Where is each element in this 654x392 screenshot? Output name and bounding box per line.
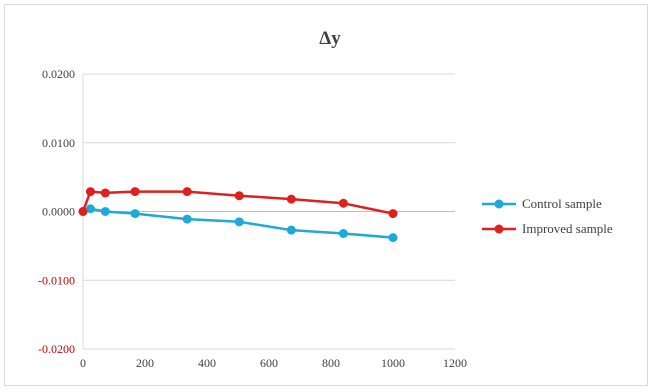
chart-title: Δy <box>319 28 341 49</box>
series-1 <box>78 187 398 219</box>
data-point <box>100 207 110 216</box>
data-point <box>85 204 95 214</box>
legend: Control sample Improved sample <box>482 196 613 236</box>
legend-item: Improved sample <box>482 221 613 236</box>
legend-marker <box>494 224 504 234</box>
x-axis-ticks: 0 200 400 600 800 1000 1200 <box>80 356 467 370</box>
legend-item: Control sample <box>482 196 602 211</box>
legend-marker <box>494 199 504 209</box>
x-tick-label: 600 <box>260 356 278 370</box>
data-point <box>130 209 140 219</box>
data-point <box>100 188 110 198</box>
x-tick-label: 800 <box>322 356 340 370</box>
data-point <box>234 191 244 201</box>
y-tick-label: -0.0100 <box>38 273 75 287</box>
y-tick-label: 0.0100 <box>42 136 75 150</box>
data-point <box>286 225 296 235</box>
data-point <box>85 187 95 197</box>
y-tick-label: 0.0000 <box>42 205 75 219</box>
series-0 <box>78 204 398 243</box>
x-tick-label: 200 <box>136 356 154 370</box>
legend-label: Improved sample <box>522 221 613 236</box>
data-point <box>338 229 348 238</box>
data-point <box>130 187 140 197</box>
legend-label: Control sample <box>522 196 602 211</box>
x-tick-label: 1000 <box>381 356 405 370</box>
data-point <box>286 194 296 204</box>
x-tick-label: 400 <box>198 356 216 370</box>
y-axis-ticks: 0.0200 0.0100 0.0000 -0.0100 -0.0200 <box>38 67 75 356</box>
data-point <box>182 214 192 224</box>
y-tick-label: 0.0200 <box>42 67 75 81</box>
data-point <box>388 209 398 219</box>
data-point <box>78 207 88 216</box>
data-point <box>234 217 244 227</box>
x-tick-label: 0 <box>80 356 86 370</box>
data-point <box>338 198 348 208</box>
chart-area <box>4 4 648 386</box>
series-group <box>78 187 398 243</box>
y-tick-label: -0.0200 <box>38 342 75 356</box>
data-point <box>388 233 398 243</box>
data-point <box>182 187 192 197</box>
x-tick-label: 1200 <box>443 356 467 370</box>
